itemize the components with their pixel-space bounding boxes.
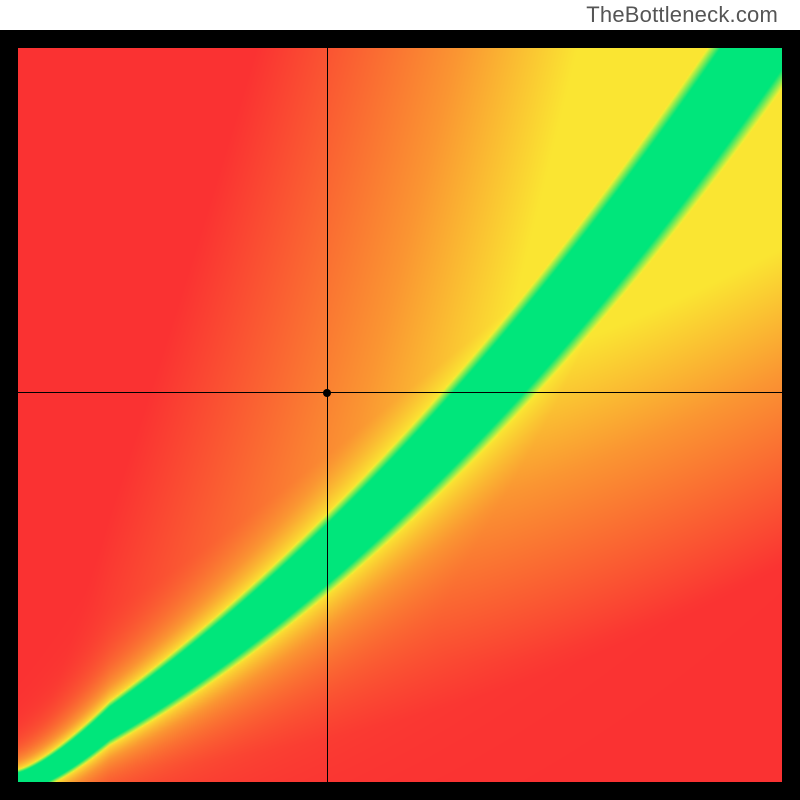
crosshair-point xyxy=(323,389,331,397)
watermark-text: TheBottleneck.com xyxy=(586,2,778,28)
bottleneck-heatmap xyxy=(18,48,782,782)
crosshair-vertical xyxy=(327,48,328,782)
crosshair-horizontal xyxy=(18,392,782,393)
